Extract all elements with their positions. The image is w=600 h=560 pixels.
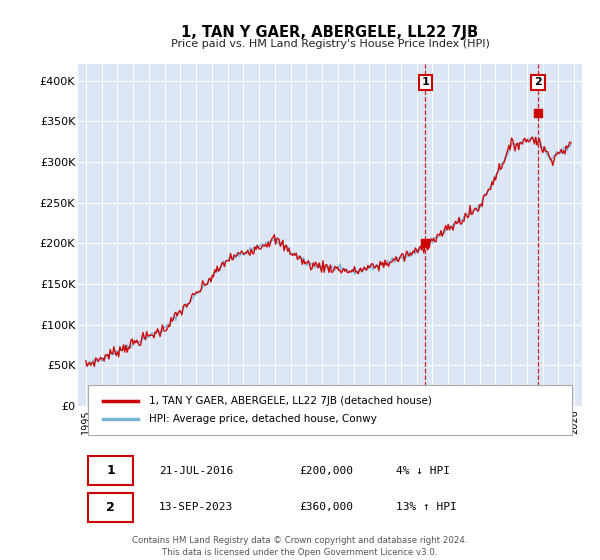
- Text: £200,000: £200,000: [300, 465, 354, 475]
- Text: 1: 1: [106, 464, 115, 477]
- Text: 4% ↓ HPI: 4% ↓ HPI: [395, 465, 449, 475]
- Text: 2: 2: [534, 77, 542, 87]
- Text: 13% ↑ HPI: 13% ↑ HPI: [395, 502, 456, 512]
- Text: 1, TAN Y GAER, ABERGELE, LL22 7JB: 1, TAN Y GAER, ABERGELE, LL22 7JB: [181, 25, 479, 40]
- Text: 21-JUL-2016: 21-JUL-2016: [158, 465, 233, 475]
- Text: 2: 2: [106, 501, 115, 514]
- Text: Contains HM Land Registry data © Crown copyright and database right 2024.
This d: Contains HM Land Registry data © Crown c…: [132, 536, 468, 557]
- Text: £360,000: £360,000: [300, 502, 354, 512]
- Text: HPI: Average price, detached house, Conwy: HPI: Average price, detached house, Conw…: [149, 414, 376, 424]
- FancyBboxPatch shape: [88, 456, 133, 485]
- Text: Price paid vs. HM Land Registry's House Price Index (HPI): Price paid vs. HM Land Registry's House …: [170, 39, 490, 49]
- FancyBboxPatch shape: [88, 493, 133, 522]
- Text: 1: 1: [421, 77, 429, 87]
- Text: 1, TAN Y GAER, ABERGELE, LL22 7JB (detached house): 1, TAN Y GAER, ABERGELE, LL22 7JB (detac…: [149, 396, 431, 406]
- FancyBboxPatch shape: [88, 385, 572, 435]
- Text: 13-SEP-2023: 13-SEP-2023: [158, 502, 233, 512]
